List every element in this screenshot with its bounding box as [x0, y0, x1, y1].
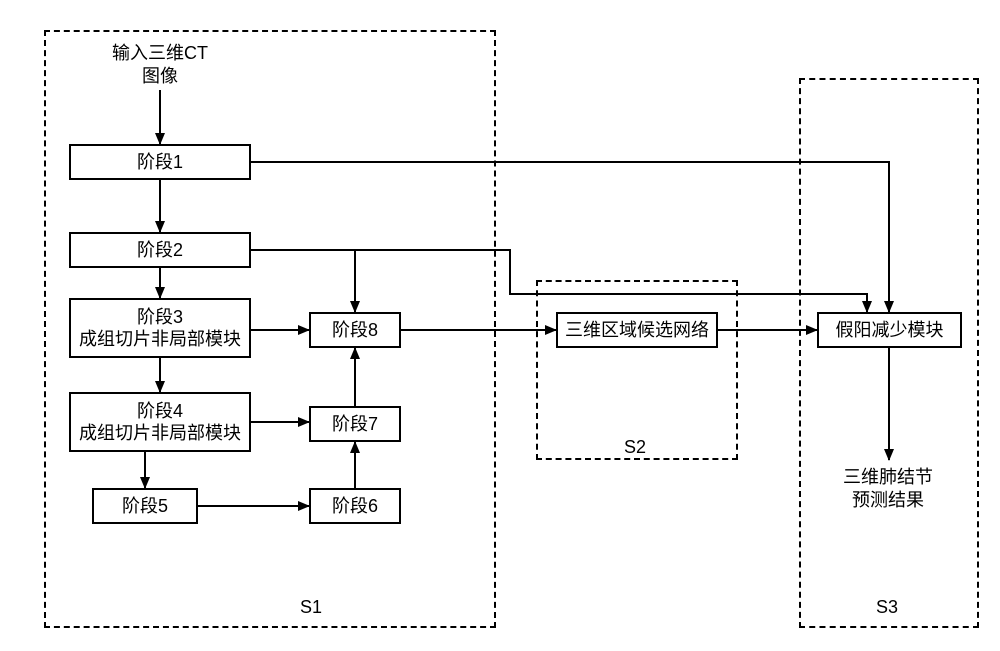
region-S3 [799, 78, 979, 628]
node-stage3: 阶段3 成组切片非局部模块 [69, 298, 251, 358]
region-label-S2: S2 [624, 436, 646, 459]
node-stage4: 阶段4 成组切片非局部模块 [69, 392, 251, 452]
region-S2 [536, 280, 738, 460]
label-input: 输入三维CT 图像 [80, 42, 240, 90]
node-stage2: 阶段2 [69, 232, 251, 268]
node-stage7: 阶段7 [309, 406, 401, 442]
node-rpn: 三维区域候选网络 [556, 312, 718, 348]
diagram-canvas: S1 S2 S3 输入三维CT 图像三维肺结节 预测结果 阶段1 阶段2 阶段3 成组切片非… [0, 0, 1000, 651]
region-label-S1: S1 [300, 596, 322, 619]
label-output: 三维肺结节 预测结果 [808, 466, 968, 514]
node-stage6: 阶段6 [309, 488, 401, 524]
node-stage5: 阶段5 [92, 488, 198, 524]
node-fpr: 假阳减少模块 [817, 312, 962, 348]
node-stage8: 阶段8 [309, 312, 401, 348]
region-label-S3: S3 [876, 596, 898, 619]
node-stage1: 阶段1 [69, 144, 251, 180]
